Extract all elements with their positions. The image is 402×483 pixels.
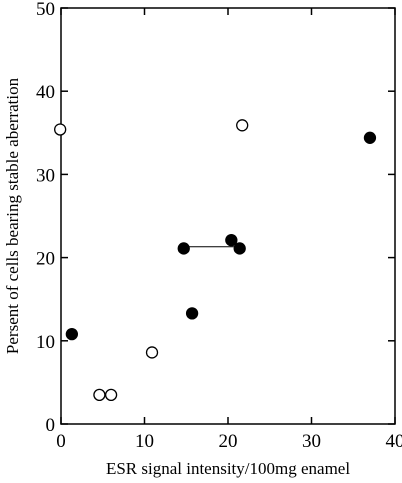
- open-data-point: [93, 388, 106, 402]
- y-axis-title: Persent of cells bearing stable aberrati…: [3, 77, 22, 354]
- filled-data-point: [65, 327, 79, 341]
- filled-data-point: [225, 233, 238, 247]
- filled-data-point: [177, 242, 190, 255]
- plot-frame: [60, 7, 396, 425]
- y-tick-label: 20: [36, 249, 55, 270]
- y-tick-label: 50: [36, 0, 55, 20]
- open-data-point: [54, 123, 67, 136]
- y-tick-label: 0: [46, 415, 56, 436]
- filled-data-point: [363, 131, 377, 144]
- data-points: [54, 119, 377, 402]
- open-data-point: [104, 388, 118, 402]
- x-tick-label: 20: [219, 431, 238, 452]
- x-axis-title: ESR signal intensity/100mg enamel: [106, 459, 350, 478]
- x-tick-label: 30: [302, 431, 321, 452]
- axis-ticks: [60, 7, 396, 425]
- y-tick-label: 10: [36, 332, 55, 353]
- x-tick-label: 40: [386, 431, 402, 452]
- filled-data-point: [233, 242, 246, 255]
- open-data-point: [145, 346, 159, 359]
- x-tick-label: 10: [135, 431, 154, 452]
- x-tick-label: 0: [56, 431, 66, 452]
- y-tick-label: 40: [36, 82, 55, 103]
- open-data-point: [236, 119, 249, 132]
- y-tick-label: 30: [36, 165, 55, 186]
- axis-tick-labels: 0 10 20 30 40 0 10 20 30 40 50: [36, 0, 402, 452]
- filled-data-point: [185, 307, 199, 320]
